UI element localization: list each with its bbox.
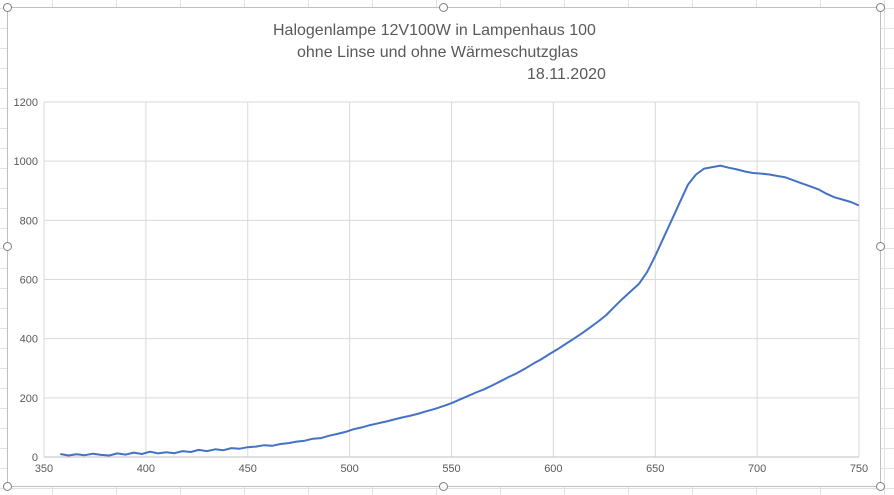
resize-handle-middle-right[interactable] bbox=[876, 242, 885, 251]
x-tick-label: 750 bbox=[850, 463, 868, 475]
y-tick-label: 800 bbox=[20, 215, 38, 227]
resize-handle-middle-left[interactable] bbox=[3, 242, 12, 251]
series-line bbox=[60, 164, 860, 457]
x-tick-label: 550 bbox=[442, 463, 460, 475]
y-tick-label: 0 bbox=[32, 452, 38, 464]
x-tick-label: 450 bbox=[239, 463, 257, 475]
x-tick-label: 350 bbox=[35, 463, 53, 475]
y-tick-label: 400 bbox=[20, 334, 38, 346]
x-tick-label: 400 bbox=[137, 463, 155, 475]
y-tick-label: 200 bbox=[20, 393, 38, 405]
x-tick-label: 500 bbox=[340, 463, 358, 475]
x-tick-label: 600 bbox=[544, 463, 562, 475]
resize-handle-bottom-right[interactable] bbox=[876, 482, 885, 491]
resize-handle-top-center[interactable] bbox=[439, 3, 448, 12]
chart-title-line-1: Halogenlampe 12V100W in Lampenhaus 100 bbox=[273, 22, 596, 39]
chart-title-line-3: 18.11.2020 bbox=[527, 66, 606, 83]
resize-handle-bottom-left[interactable] bbox=[3, 482, 12, 491]
resize-handle-bottom-center[interactable] bbox=[439, 482, 448, 491]
y-tick-label: 600 bbox=[20, 275, 38, 287]
x-tick-label: 700 bbox=[748, 463, 766, 475]
resize-handle-top-left[interactable] bbox=[3, 3, 12, 12]
y-tick-label: 1000 bbox=[14, 156, 38, 168]
chart-title-line-2: ohne Linse und ohne Wärmeschutzglas bbox=[297, 44, 579, 61]
plot-svg: 350 400 450 500 550 600 650 700 750 0 200 400 600 800… bbox=[14, 97, 869, 475]
y-tick-label: 1200 bbox=[14, 97, 38, 109]
x-tick-label: 650 bbox=[646, 463, 664, 475]
resize-handle-top-right[interactable] bbox=[876, 3, 885, 12]
chart-area[interactable]: Halogenlampe 12V100W in Lampenhaus 100 o… bbox=[7, 7, 881, 487]
